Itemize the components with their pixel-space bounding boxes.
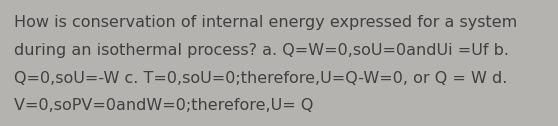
Text: during an isothermal process? a. Q=W=0,soU=0andUi =Uf b.: during an isothermal process? a. Q=W=0,s… [14,43,509,58]
Text: V=0,soPV=0andW=0;therefore,U= Q: V=0,soPV=0andW=0;therefore,U= Q [14,98,314,113]
Text: How is conservation of internal energy expressed for a system: How is conservation of internal energy e… [14,15,517,30]
Text: Q=0,soU=-W c. T=0,soU=0;therefore,U=Q-W=0, or Q = W d.: Q=0,soU=-W c. T=0,soU=0;therefore,U=Q-W=… [14,71,507,86]
